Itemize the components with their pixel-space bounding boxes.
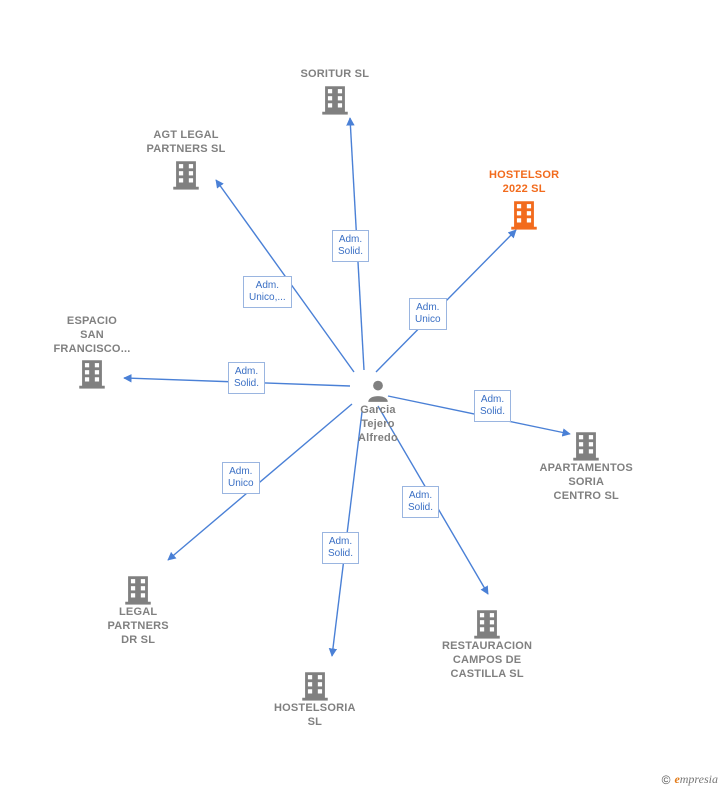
central-person-node[interactable]: Garcia Tejero Alfredo: [358, 378, 398, 445]
company-node[interactable]: AGT LEGAL PARTNERS SL: [147, 129, 226, 191]
company-node[interactable]: RESTAURACION CAMPOS DE CASTILLA SL: [442, 606, 532, 681]
node-label: HOSTELSORIA SL: [274, 702, 356, 730]
company-node[interactable]: APARTAMENTOS SORIA CENTRO SL: [540, 428, 633, 503]
brand-logo-rest: mpresia: [680, 772, 718, 786]
company-node[interactable]: SORITUR SL: [301, 68, 370, 116]
building-icon: [470, 606, 504, 640]
node-label: LEGAL PARTNERS DR SL: [108, 606, 169, 647]
company-node[interactable]: ESPACIO SAN FRANCISCO...: [54, 315, 131, 390]
building-icon: [298, 668, 332, 702]
building-icon: [169, 157, 203, 191]
edge-label: Adm. Solid.: [322, 532, 359, 564]
edge-label: Adm. Solid.: [474, 390, 511, 422]
edge-label: Adm. Unico: [222, 462, 260, 494]
company-node[interactable]: HOSTELSORIA SL: [274, 668, 356, 730]
building-icon: [318, 82, 352, 116]
node-label: Garcia Tejero Alfredo: [358, 404, 398, 445]
company-node[interactable]: LEGAL PARTNERS DR SL: [108, 572, 169, 647]
building-icon: [569, 428, 603, 462]
node-label: ESPACIO SAN FRANCISCO...: [54, 315, 131, 356]
edge-label: Adm. Solid.: [228, 362, 265, 394]
edge-label: Adm. Solid.: [402, 486, 439, 518]
edge-label: Adm. Unico: [409, 298, 447, 330]
building-icon: [121, 572, 155, 606]
copyright-symbol: ©: [662, 773, 671, 787]
node-label: HOSTELSOR 2022 SL: [489, 169, 559, 197]
edge-label: Adm. Solid.: [332, 230, 369, 262]
person-icon: [365, 378, 391, 404]
diagram-canvas: Adm. Solid. Adm. Unico,... Adm. Unico Adm. …: [0, 0, 728, 795]
edge-label: Adm. Unico,...: [243, 276, 292, 308]
footer-copyright: © empresia: [662, 772, 718, 787]
node-label: AGT LEGAL PARTNERS SL: [147, 129, 226, 157]
building-icon: [507, 197, 541, 231]
building-icon: [75, 356, 109, 390]
node-label: APARTAMENTOS SORIA CENTRO SL: [540, 462, 633, 503]
node-label: RESTAURACION CAMPOS DE CASTILLA SL: [442, 640, 532, 681]
company-node[interactable]: HOSTELSOR 2022 SL: [489, 169, 559, 231]
node-label: SORITUR SL: [301, 68, 370, 82]
